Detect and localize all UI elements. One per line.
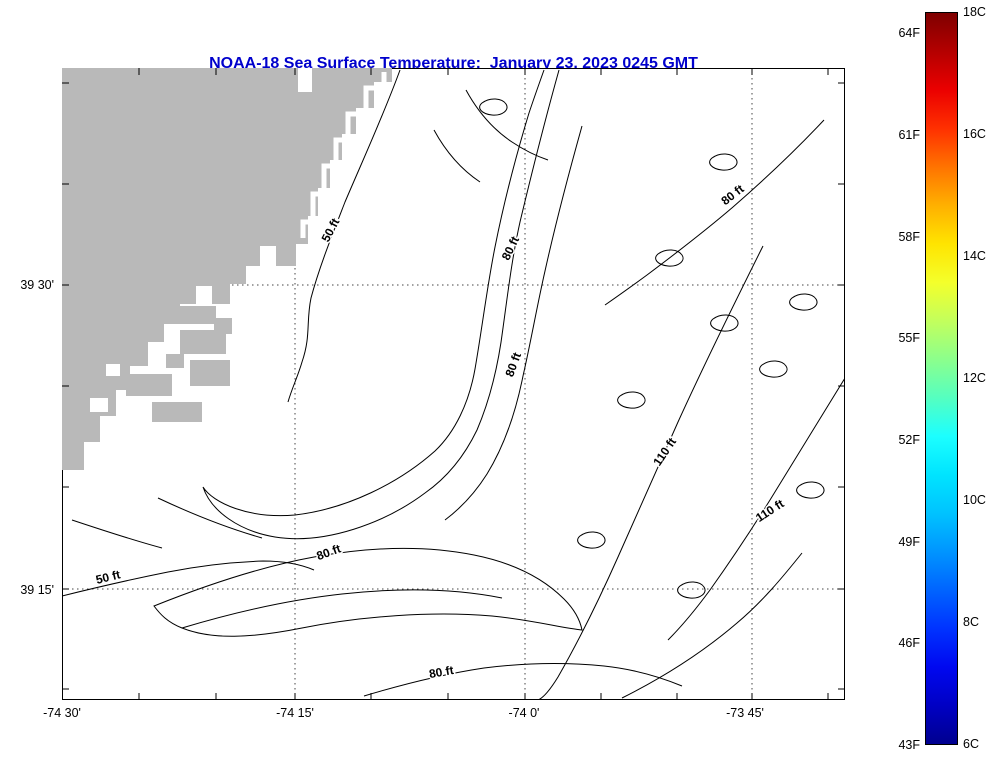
axis-ticks: [62, 68, 845, 700]
inlet: [106, 364, 120, 376]
colorbar-gradient: [926, 13, 957, 744]
land-patch: [166, 354, 184, 368]
title-line1: NOAA-18 Sea Surface Temperature: January…: [209, 55, 698, 72]
contour-line-80ft: [153, 547, 583, 637]
y-axis-label-39-30: 39 30': [20, 278, 54, 292]
colorbar-c-label: 10C: [963, 493, 986, 507]
contour-line-50ft: [61, 560, 315, 597]
land-patch: [158, 306, 216, 324]
colorbar-f-label: 55F: [898, 331, 920, 345]
contour-line: [465, 89, 549, 161]
contour-line: [71, 519, 163, 549]
contour-line: [181, 589, 503, 629]
contour-line: [621, 552, 803, 699]
colorbar-f-label: 52F: [898, 433, 920, 447]
land-group: [62, 68, 392, 470]
colorbar-f-label: 46F: [898, 636, 920, 650]
contour-line: [433, 129, 481, 183]
x-axis-label-74-30: -74 30': [43, 706, 81, 720]
contour-islet: [677, 581, 706, 599]
contour-line-110ft: [537, 245, 764, 701]
contour-line-80ft: [202, 69, 560, 540]
contour-islet: [617, 391, 646, 409]
colorbar-c-label: 16C: [963, 127, 986, 141]
colorbar-c-label: 12C: [963, 371, 986, 385]
contour-line-80ft: [444, 125, 583, 521]
land-patch: [126, 374, 172, 396]
colorbar-c-label: 6C: [963, 737, 979, 751]
x-axis-label-74-00: -74 0': [508, 706, 540, 720]
contour-islet: [710, 314, 739, 332]
colorbar-f-label: 49F: [898, 535, 920, 549]
y-axis-label-39-15: 39 15': [20, 583, 54, 597]
contour-line-80ft: [604, 119, 825, 306]
contour-islet: [709, 153, 738, 171]
lagoon-channel: [300, 72, 387, 238]
colorbar-f-label: 43F: [898, 738, 920, 752]
depth-contours: [61, 69, 846, 701]
land-mass: [62, 68, 392, 470]
colorbar-c-label: 14C: [963, 249, 986, 263]
contour-line: [157, 497, 263, 539]
colorbar-c-label: 18C: [963, 5, 986, 19]
x-axis-label-73-45: -73 45': [726, 706, 764, 720]
contour-islet: [655, 249, 684, 267]
colorbar-f-label: 58F: [898, 230, 920, 244]
map-canvas: 50 ft 80 ft 80 ft 80 ft 110 ft 110 ft 80…: [61, 68, 846, 701]
bay-notch: [298, 68, 312, 92]
land-patch: [190, 360, 230, 386]
land-patch: [152, 402, 202, 422]
contour-islet: [759, 360, 788, 378]
contour-line-80ft: [363, 663, 683, 697]
colorbar-f-label: 64F: [898, 26, 920, 40]
contour-islet: [577, 531, 606, 549]
contour-line-50ft: [287, 69, 401, 403]
contour-islet: [796, 481, 825, 499]
x-axis-label-74-15: -74 15': [276, 706, 314, 720]
contour-line-110ft: [667, 377, 846, 641]
temperature-colorbar: [925, 12, 958, 745]
colorbar-f-label: 61F: [898, 128, 920, 142]
map-plot-area: 50 ft 80 ft 80 ft 80 ft 110 ft 110 ft 80…: [61, 68, 846, 701]
land-patch: [214, 318, 232, 334]
contour-label: 80 ft: [428, 663, 455, 681]
inlet: [90, 398, 108, 412]
colorbar-c-label: 8C: [963, 615, 979, 629]
contour-islet: [479, 98, 508, 116]
contour-islet: [789, 293, 818, 311]
